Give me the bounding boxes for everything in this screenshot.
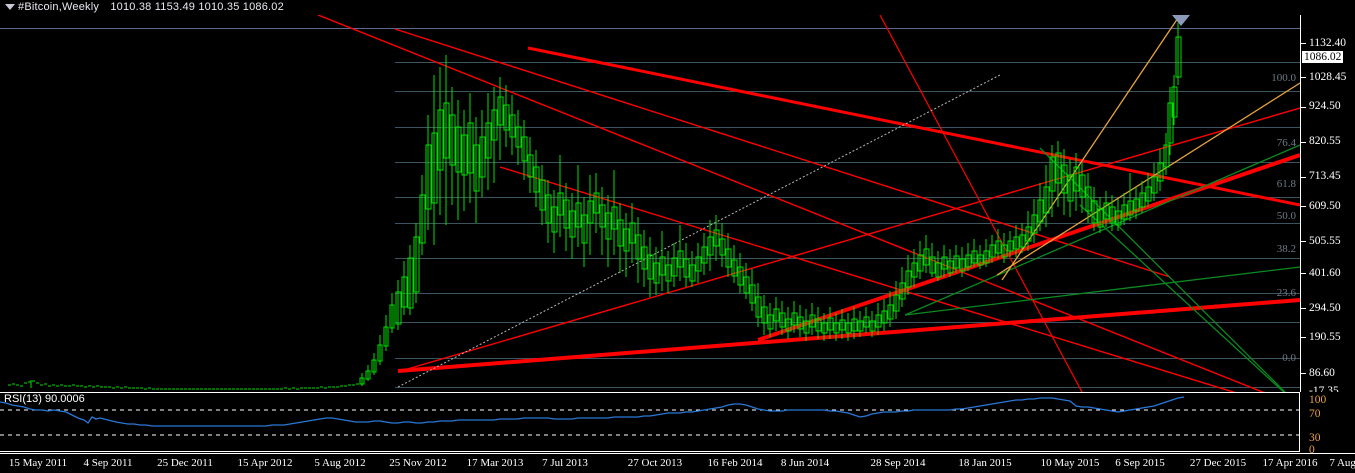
trendlines-green xyxy=(904,144,1300,392)
time-tick-13: 10 May 2015 xyxy=(1040,457,1100,469)
time-scale[interactable]: 15 May 2011 4 Sep 2011 25 Dec 2011 15 Ap… xyxy=(0,453,1355,473)
price-chart-svg xyxy=(0,15,1300,392)
price-tick xyxy=(1301,308,1306,309)
candlestick-series xyxy=(8,23,1182,390)
rsi-indicator-label: RSI(13) 90.0006 xyxy=(4,393,85,405)
time-tick-8: 27 Oct 2013 xyxy=(627,457,683,469)
price-label-820: 820.55 xyxy=(1309,135,1341,147)
fib-label-38: 38.2 xyxy=(1276,243,1296,255)
time-tick-11: 28 Sep 2014 xyxy=(870,457,926,469)
rsi-chart-svg xyxy=(0,396,1299,436)
price-label-1132: 1132.40 xyxy=(1309,37,1346,49)
price-label-401: 401.60 xyxy=(1309,267,1341,279)
rsi-scale: 100 70 30 0 xyxy=(1300,392,1355,456)
rsi-tick-100: 100 xyxy=(1309,394,1327,406)
time-tick-16: 17 Apr 2016 xyxy=(1262,457,1318,469)
current-price-label: 1086.02 xyxy=(1302,51,1344,63)
ohlc-values: 1010.38 1153.49 1010.35 1086.02 xyxy=(110,1,284,13)
price-tick xyxy=(1301,206,1306,207)
price-label-190: 190.55 xyxy=(1309,331,1341,343)
price-label-713: 713.45 xyxy=(1309,170,1341,182)
price-tick xyxy=(1301,241,1306,242)
rsi-tick-30: 30 xyxy=(1309,432,1321,444)
rsi-plot-area xyxy=(0,393,1299,451)
price-tick xyxy=(1301,373,1306,374)
price-tick xyxy=(1301,273,1306,274)
rsi-tick-70: 70 xyxy=(1309,408,1321,420)
fib-label-0: 0.0 xyxy=(1282,352,1296,364)
price-label-1028: 1028.45 xyxy=(1309,71,1347,83)
time-tick-1: 4 Sep 2011 xyxy=(83,457,133,469)
time-tick-2: 25 Dec 2011 xyxy=(157,457,213,469)
price-label-924: 924.50 xyxy=(1309,100,1341,112)
time-tick-4: 5 Aug 2012 xyxy=(314,457,366,469)
time-tick-7: 7 Jul 2013 xyxy=(542,457,588,469)
fib-label-76: 76.4 xyxy=(1276,137,1296,149)
trendlines-orange xyxy=(996,15,1300,281)
price-label-294: 294.50 xyxy=(1309,302,1341,314)
time-tick-6: 17 Mar 2013 xyxy=(466,457,524,469)
time-tick-17: 7 Aug 2016 xyxy=(1329,457,1355,469)
time-tick-10: 8 Jun 2014 xyxy=(780,457,830,469)
chart-cursor-arrow-icon xyxy=(1172,15,1190,26)
price-tick xyxy=(1301,142,1306,143)
trendlines-red xyxy=(317,15,1300,392)
price-label-609: 609.50 xyxy=(1309,200,1341,212)
symbol-timeframe-label: #Bitcoin,Weekly xyxy=(18,1,100,13)
fib-label-23: 23.6 xyxy=(1276,287,1296,299)
fib-label-50: 50.0 xyxy=(1276,210,1296,222)
price-gridlines xyxy=(0,28,1300,388)
price-tick xyxy=(1301,337,1306,338)
price-plot-area[interactable]: 100.0 76.4 61.8 50.0 38.2 23.6 0.0 xyxy=(0,15,1300,392)
price-tick xyxy=(1301,77,1306,78)
chart-header: #Bitcoin,Weekly 1010.38 1153.49 1010.35 … xyxy=(0,0,1355,15)
fib-label-61: 61.8 xyxy=(1276,178,1296,190)
price-label-505: 505.55 xyxy=(1309,235,1341,247)
rsi-tick-0: 0 xyxy=(1309,444,1315,456)
price-tick xyxy=(1301,177,1306,178)
time-tick-15: 27 Dec 2015 xyxy=(1189,457,1247,469)
price-tick xyxy=(1301,43,1306,44)
time-tick-3: 15 Apr 2012 xyxy=(237,457,293,469)
rsi-line xyxy=(0,396,1185,427)
time-tick-14: 6 Sep 2015 xyxy=(1115,457,1165,469)
time-tick-0: 15 May 2011 xyxy=(8,457,68,469)
price-label-86: 86.60 xyxy=(1309,367,1335,379)
chart-menu-arrow-icon[interactable] xyxy=(5,4,15,10)
chart-header-text: #Bitcoin,Weekly 1010.38 1153.49 1010.35 … xyxy=(18,1,284,13)
dotted-trendline xyxy=(397,74,1001,388)
time-tick-5: 25 Nov 2012 xyxy=(389,457,447,469)
time-tick-12: 18 Jan 2015 xyxy=(958,457,1012,469)
price-scale[interactable]: 1132.40 1086.02 1028.45 924.50 820.55 71… xyxy=(1300,15,1355,403)
fib-label-100: 100.0 xyxy=(1271,72,1296,84)
price-tick xyxy=(1301,107,1306,108)
rsi-indicator-panel[interactable]: RSI(13) 90.0006 xyxy=(0,392,1300,452)
time-tick-9: 16 Feb 2014 xyxy=(707,457,763,469)
price-axis-line xyxy=(1300,15,1301,392)
